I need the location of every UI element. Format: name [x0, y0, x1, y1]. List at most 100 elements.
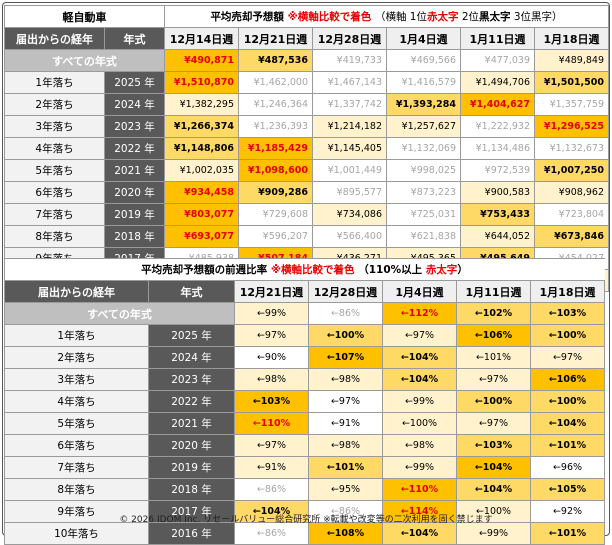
ratio-model-year: 2019 年 — [148, 456, 235, 479]
ratio-model-year: 2024 年 — [148, 346, 235, 369]
ratio-model-year: 2018 年 — [148, 478, 235, 501]
table-row: 6年落ち 2020 年 ←97% ←98% ←98% ←103% ←101% — [4, 434, 605, 457]
ratio-cell: ←100% — [308, 324, 383, 347]
ratio-cell: ←106% — [530, 368, 605, 391]
price-title-rank1: 赤太字 — [427, 11, 459, 23]
ratio-week-header: 1月4日週 — [382, 280, 457, 303]
price-cell: ¥873,223 — [386, 181, 461, 204]
ratio-cell: ←96% — [530, 456, 605, 479]
ratio-cell: ←101% — [456, 346, 531, 369]
week-header: 1月18日週 — [534, 27, 609, 50]
table-row: 4年落ち 2022 年 ¥1,148,806 ¥1,185,429 ¥1,145,405… — [4, 137, 609, 160]
ratio-cell: ←101% — [530, 522, 605, 545]
price-cell: ¥693,077 — [164, 225, 239, 248]
price-title-main: 平均売却予想額 — [210, 11, 284, 23]
ratio-cell: ←86% — [234, 478, 309, 501]
ratio-title-note: ※横軸比較で着色 — [270, 264, 355, 276]
ratio-cell: ←99% — [382, 390, 457, 413]
all-years-price: ¥469,566 — [386, 49, 461, 72]
ratio-cell: ←106% — [456, 324, 531, 347]
table-row: 8年落ち 2018 年 ¥693,077 ¥596,207 ¥566,400 ¥621,8… — [4, 225, 609, 248]
model-year: 2019 年 — [104, 203, 165, 226]
ratio-week-header: 1月18日週 — [530, 280, 605, 303]
table-row: 5年落ち 2021 年 ←110% ←91% ←100% ←97% ←104% — [4, 412, 605, 435]
ratio-age-label: 4年落ち — [4, 390, 149, 413]
ratio-cell: ←99% — [382, 456, 457, 479]
price-cell: ¥723,804 — [534, 203, 609, 226]
price-cell: ¥895,577 — [312, 181, 387, 204]
price-title-legend-1: （横軸 1位 — [374, 11, 427, 23]
age-label: 7年落ち — [4, 203, 105, 226]
ratio-cell: ←91% — [308, 412, 383, 435]
ratio-cell: ←104% — [382, 346, 457, 369]
ratio-cell: ←110% — [382, 478, 457, 501]
age-label: 1年落ち — [4, 71, 105, 94]
ratio-age-label: 3年落ち — [4, 368, 149, 391]
ratio-cell: ←103% — [234, 390, 309, 413]
price-cell: ¥934,458 — [164, 181, 239, 204]
ratio-model-year: 2017 年 — [148, 500, 235, 523]
price-cell: ¥753,433 — [460, 203, 535, 226]
price-cell: ¥1,296,525 — [534, 115, 609, 138]
price-title-rank3: 3位黒字） — [510, 11, 563, 23]
all-years-ratio: ←86% — [308, 302, 383, 325]
price-cell: ¥998,025 — [386, 159, 461, 182]
price-cell: ¥1,416,579 — [386, 71, 461, 94]
age-label: 2年落ち — [4, 93, 105, 116]
price-cell: ¥1,494,706 — [460, 71, 535, 94]
ratio-week-header: 12月21日週 — [234, 280, 309, 303]
week-header: 1月4日週 — [386, 27, 461, 50]
table-row: 2年落ち 2024 年 ←90% ←107% ←104% ←101% ←97% — [4, 346, 605, 369]
ratio-model-year: 2022 年 — [148, 390, 235, 413]
age-label: 8年落ち — [4, 225, 105, 248]
price-cell: ¥673,846 — [534, 225, 609, 248]
table-row: 3年落ち 2023 年 ←98% ←98% ←104% ←97% ←106% — [4, 368, 605, 391]
all-years-label: すべての年式 — [4, 49, 165, 72]
price-cell: ¥1,382,295 — [164, 93, 239, 116]
price-cell: ¥1,404,627 — [460, 93, 535, 116]
price-cell: ¥909,286 — [238, 181, 313, 204]
ratio-cell: ←92% — [530, 500, 605, 523]
table-row: 3年落ち 2023 年 ¥1,266,374 ¥1,236,393 ¥1,214,182… — [4, 115, 609, 138]
week-header: 12月28日週 — [312, 27, 387, 50]
age-label: 6年落ち — [4, 181, 105, 204]
age-label: 3年落ち — [4, 115, 105, 138]
ratio-cell: ←114% — [382, 500, 457, 523]
ratio-cell: ←104% — [456, 456, 531, 479]
week-header: 12月21日週 — [238, 27, 313, 50]
category-label: 軽自動車 — [4, 5, 165, 28]
price-cell: ¥1,257,627 — [386, 115, 461, 138]
ratio-cell: ←101% — [530, 434, 605, 457]
ratio-title-main: 平均売却予想額の前週比率 — [141, 264, 268, 276]
price-cell: ¥1,001,449 — [312, 159, 387, 182]
all-years-price: ¥487,536 — [238, 49, 313, 72]
price-title-note: ※横軸比較で着色 — [287, 11, 372, 23]
price-cell: ¥1,510,870 — [164, 71, 239, 94]
ratio-cell: ←97% — [456, 368, 531, 391]
model-year: 2020 年 — [104, 181, 165, 204]
price-cell: ¥900,583 — [460, 181, 535, 204]
ratio-cell: ←98% — [234, 368, 309, 391]
model-year: 2023 年 — [104, 115, 165, 138]
price-forecast-table: 軽自動車 平均売却予想額 ※横軸比較で着色 （横軸 1位赤太字 2位黒太字 3位… — [4, 5, 609, 292]
ratio-cell: ←97% — [382, 324, 457, 347]
ratio-cell: ←108% — [308, 522, 383, 545]
ratio-model-year: 2020 年 — [148, 434, 235, 457]
table-row: 10年落ち 2016 年 ←86% ←108% ←104% ←99% ←101% — [4, 522, 605, 545]
table-row: 2年落ち 2024 年 ¥1,382,295 ¥1,246,364 ¥1,337,742… — [4, 93, 609, 116]
ratio-cell: ←104% — [382, 368, 457, 391]
price-cell: ¥1,002,035 — [164, 159, 239, 182]
price-cell: ¥1,098,600 — [238, 159, 313, 182]
price-cell: ¥1,393,284 — [386, 93, 461, 116]
ratio-cell: ←107% — [308, 346, 383, 369]
all-years-price: ¥419,733 — [312, 49, 387, 72]
price-cell: ¥596,207 — [238, 225, 313, 248]
price-cell: ¥644,052 — [460, 225, 535, 248]
ratio-age-label: 6年落ち — [4, 434, 149, 457]
ratio-model-year: 2023 年 — [148, 368, 235, 391]
price-cell: ¥1,462,000 — [238, 71, 313, 94]
ratio-model-year: 2021 年 — [148, 412, 235, 435]
model-year: 2021 年 — [104, 159, 165, 182]
ratio-model-year: 2016 年 — [148, 522, 235, 545]
col-header-year: 年式 — [104, 27, 165, 50]
